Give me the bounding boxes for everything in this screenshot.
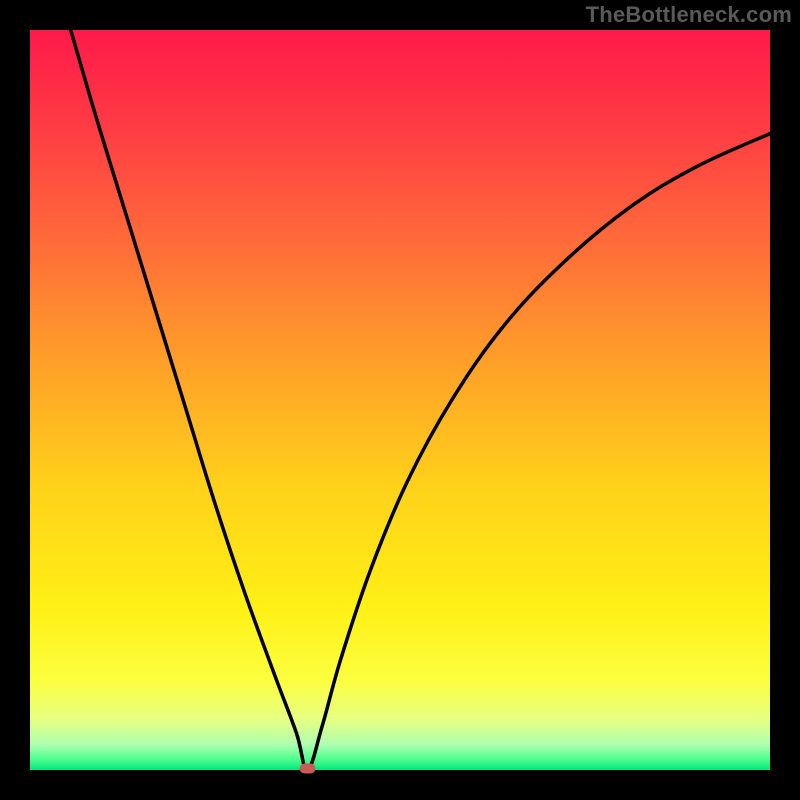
chart-container: TheBottleneck.com	[0, 0, 800, 800]
watermark-text: TheBottleneck.com	[586, 2, 792, 28]
bottleneck-chart	[0, 0, 800, 800]
optimum-marker	[300, 764, 316, 774]
gradient-background	[30, 30, 770, 770]
